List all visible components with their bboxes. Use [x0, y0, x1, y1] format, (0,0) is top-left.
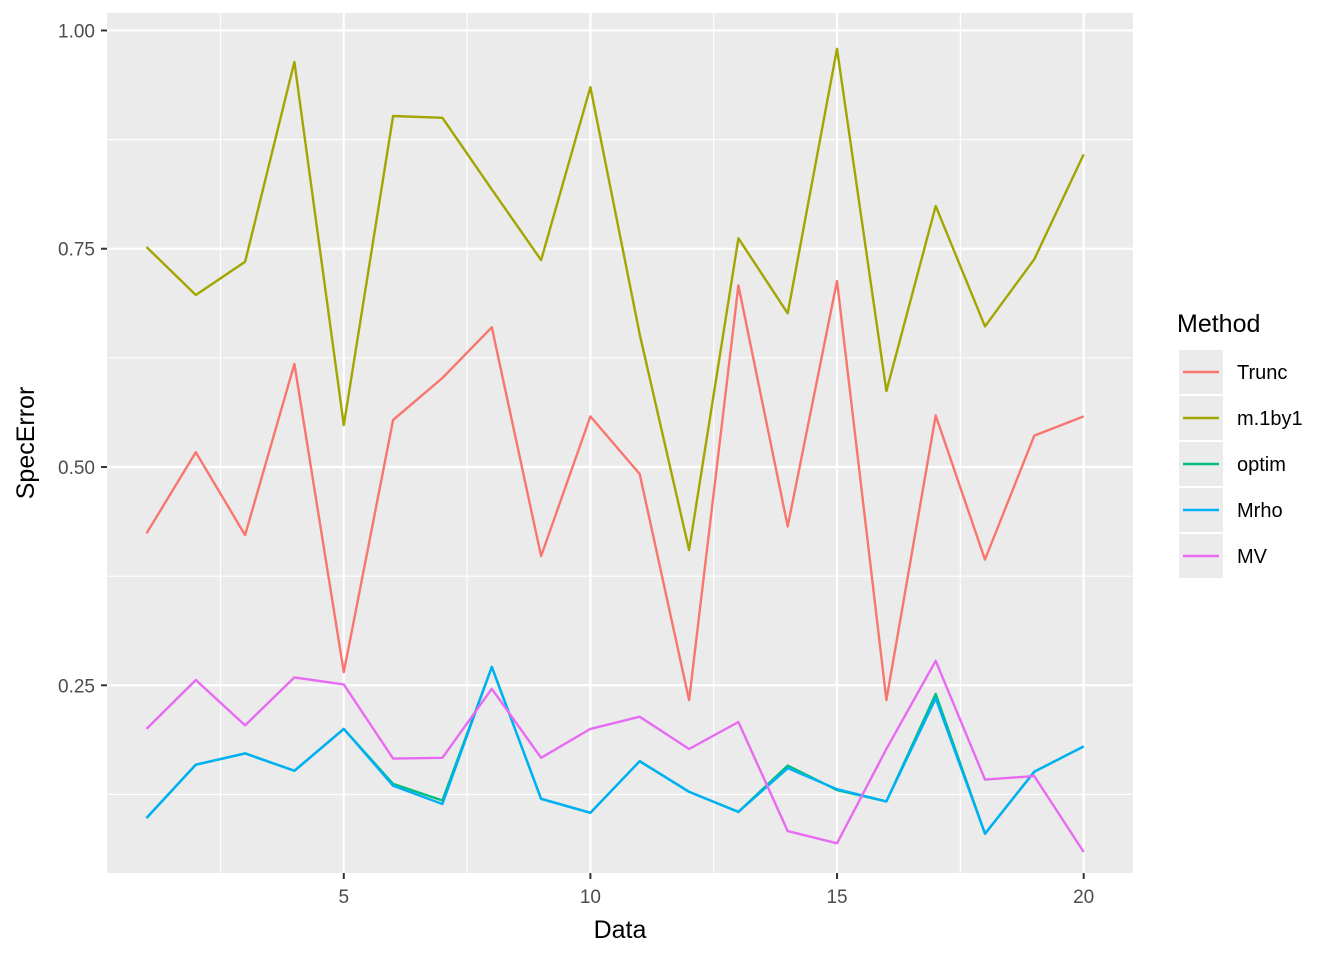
- series-line-mv: [145, 659, 1085, 853]
- legend: Method Trunc m.1by1 optim Mrho MV: [1177, 310, 1303, 578]
- legend-label-m-1by1: m.1by1: [1237, 408, 1303, 430]
- x-axis-title: Data: [594, 916, 647, 944]
- plot-panel: [107, 13, 1133, 873]
- series-line-trunc: [145, 279, 1085, 702]
- y-tick-label: 1.00: [58, 21, 95, 42]
- legend-label-optim: optim: [1237, 454, 1286, 476]
- y-tick-label: 0.25: [58, 676, 95, 697]
- legend-title: Method: [1177, 310, 1260, 338]
- x-tick-label: 10: [580, 887, 601, 908]
- legend-label-mv: MV: [1237, 546, 1268, 568]
- y-axis-title: SpecError: [12, 387, 40, 500]
- series-lines: [145, 47, 1085, 853]
- y-axis: 0.25 0.50 0.75 1.00: [58, 21, 107, 697]
- minor-gridlines: [107, 13, 1133, 873]
- series-line-m-1by1: [145, 47, 1085, 552]
- y-tick-label: 0.75: [58, 240, 95, 261]
- x-tick-label: 15: [826, 887, 847, 908]
- legend-label-mrho: Mrho: [1237, 500, 1283, 522]
- x-tick-label: 20: [1073, 887, 1094, 908]
- x-tick-label: 5: [338, 887, 349, 908]
- x-axis: 5 10 15 20: [338, 873, 1094, 908]
- series-line-mrho: [145, 665, 1085, 835]
- y-tick-label: 0.50: [58, 458, 95, 479]
- legend-label-trunc: Trunc: [1237, 362, 1287, 384]
